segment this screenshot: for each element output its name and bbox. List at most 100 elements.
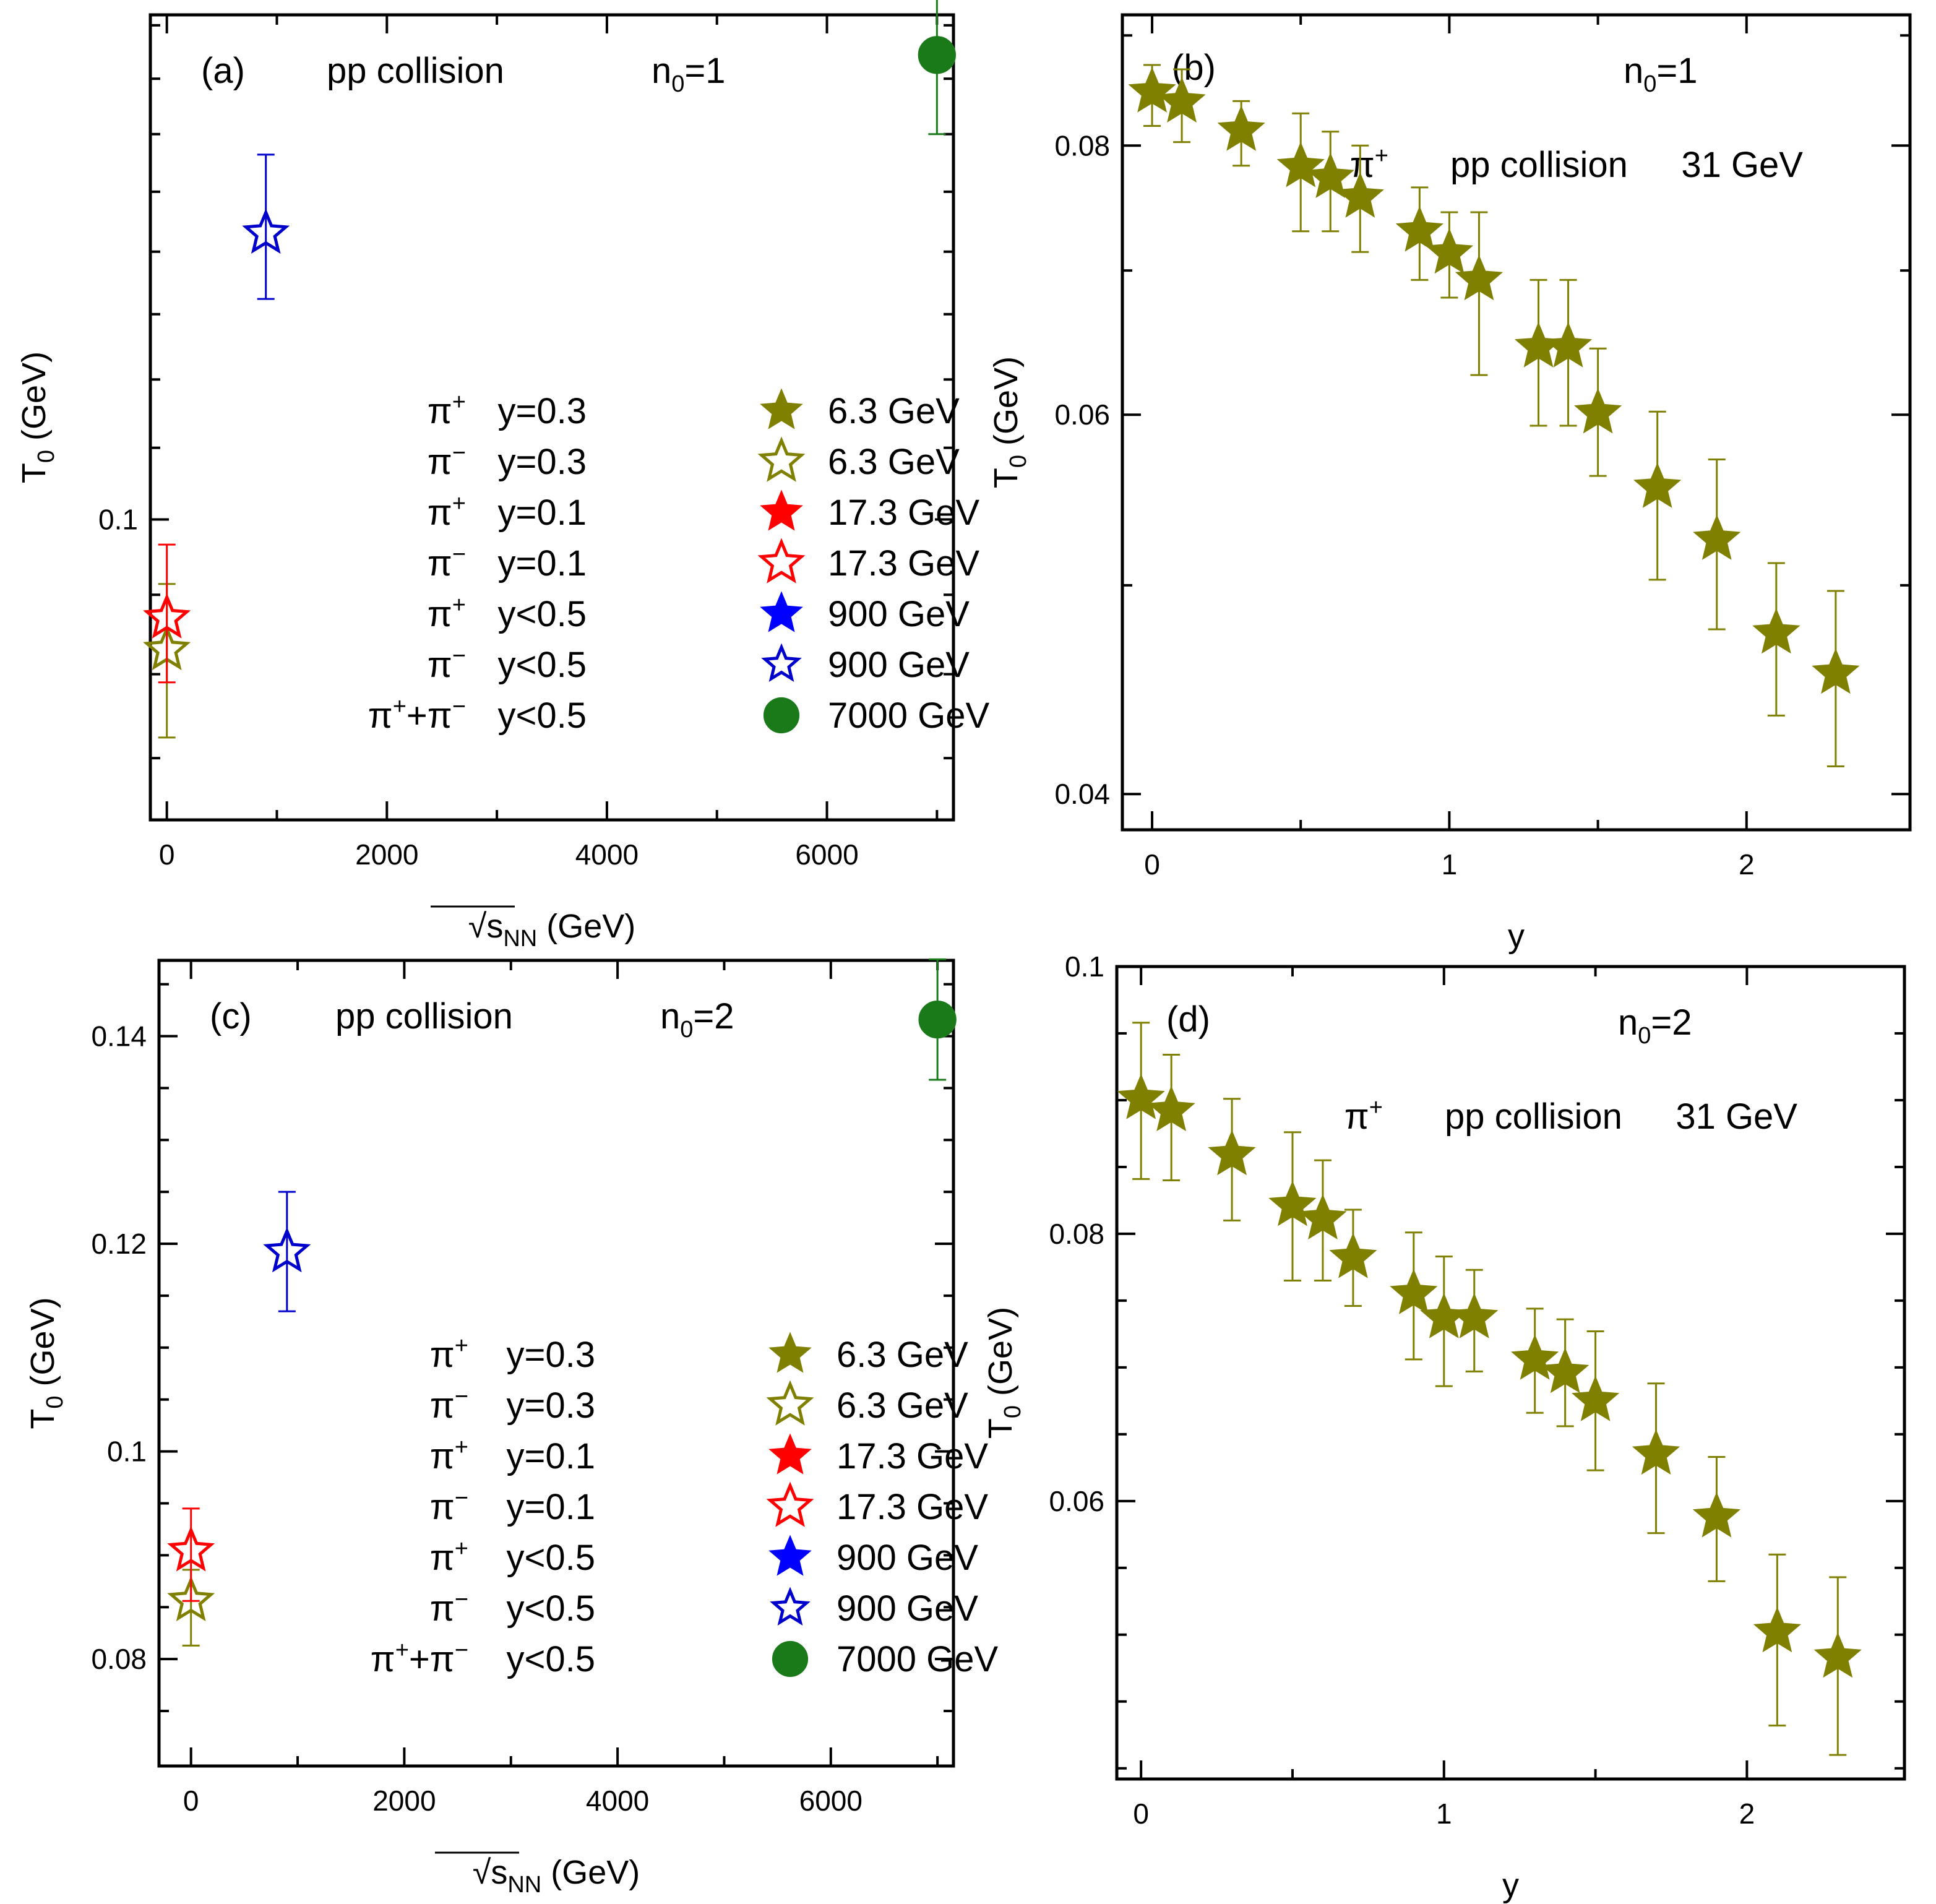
x-tick-label: 2000 [372,1785,436,1817]
data-point [1306,131,1354,233]
legend-particle-sup: + [455,1536,468,1562]
panel-label: (a) [201,51,245,91]
data-point [1450,1269,1499,1372]
plot-frame [1121,13,1912,832]
legend-marker [768,1433,812,1475]
legend-particle-sup: + [455,1434,468,1460]
y-axis-unit: (GeV) [15,351,53,450]
y-tick-label: 0.1 [1065,950,1104,983]
legend-particle: π++π− [371,1637,468,1679]
legend-energy: 900 GeV [828,594,970,634]
x-tick-label: 0 [159,838,175,871]
n0-sub: 0 [671,71,684,97]
n0-var: n [652,51,671,91]
legend-rapidity: y<0.5 [507,1538,596,1578]
energy-label: 31 GeV [1681,145,1803,185]
legend-particle: π+ [428,592,466,634]
legend-particle: π+ [428,491,466,533]
legend-particle-sup: − [455,1485,468,1511]
legend-rapidity: y=0.1 [507,1487,596,1527]
legend-particle: π− [428,643,466,685]
plot-frame [1115,965,1906,1781]
n0-label: n0=2 [660,996,734,1043]
y-tick-label: 0.06 [1054,398,1110,431]
particle-label: π+ [1344,1095,1383,1137]
point-marker [1329,1233,1377,1278]
legend-item: π+ y=0.1 17.3 GeV [430,1433,988,1476]
x-tick-label: 1 [1442,848,1458,881]
point-marker [1455,254,1504,301]
y-axis-title: T0 (GeV) [15,351,59,483]
legend-particle: π− [430,1485,468,1527]
legend-particle-sup: + [393,694,407,720]
legend-particle-sup: + [452,389,466,415]
legend-energy: 6.3 GeV [837,1335,968,1375]
legend-particle-sup: − [455,1384,468,1410]
legend: π+ y=0.3 6.3 GeV π− y=0.3 6.3 GeV π+ y=0.1 17.3 … [371,1332,999,1679]
x-tick-label: 0 [1133,1798,1149,1830]
x-axis-radical: √ [468,908,487,945]
data-point [263,1191,311,1312]
legend-marker [770,1587,811,1626]
legend-rapidity: y<0.5 [498,696,587,736]
data-point [1572,1330,1620,1471]
n0-label: n0=2 [1618,1002,1692,1049]
legend-item: π++π− y<0.5 7000 GeV [371,1637,999,1679]
y-axis-title: T0 (GeV) [987,356,1031,488]
x-axis-title: √sNN (GeV) [468,908,636,952]
y-tick-label: 0.12 [91,1228,147,1260]
collision-label: pp collision [335,996,513,1036]
legend-item: π+ y<0.5 900 GeV [430,1535,978,1578]
particle-sup: + [1375,143,1388,169]
data-point [242,153,290,300]
legend-item: π++π− y<0.5 7000 GeV [368,694,990,736]
x-tick-label: 6000 [795,838,858,871]
x-axis-unit: (GeV) [537,908,635,945]
legend-particle-sup-2: − [455,1637,468,1663]
legend-particle-sup: − [452,643,466,669]
data-point [1692,1456,1741,1582]
legend-energy: 17.3 GeV [828,493,979,533]
panel-label: (d) [1166,999,1210,1040]
legend-particle-symbol: π [430,1487,455,1527]
legend-energy: 7000 GeV [828,696,990,736]
point-marker [1633,462,1682,508]
panel-label: (b) [1172,48,1216,88]
x-tick-label: 1 [1436,1798,1452,1830]
point-marker [1812,648,1860,694]
data-point [1574,347,1622,477]
legend-particle: π− [428,541,466,584]
legend-item: π+ y=0.3 6.3 GeV [430,1332,968,1375]
y-tick-label: 0.14 [91,1020,147,1052]
x-tick-label: 4000 [575,838,639,871]
plot-frame [157,958,955,1768]
data-point [1425,211,1474,299]
legend-particle-symbol: π [428,543,452,584]
y-axis-var: T [982,1418,1019,1439]
legend-energy: 7000 GeV [837,1639,999,1679]
data-point [1158,68,1206,144]
data-point [1336,144,1384,253]
point-marker [1158,77,1206,123]
point-marker [1692,1492,1741,1538]
legend-particle-sup: − [452,440,466,466]
point-marker [1208,1129,1256,1176]
legend-marker [766,1380,814,1426]
legend-particle-sup: − [455,1587,468,1613]
legend-item: π− y=0.3 6.3 GeV [430,1380,968,1426]
n0-value: =2 [1651,1002,1692,1043]
legend-particle: π+ [428,389,466,431]
n0-sub: 0 [1638,1023,1651,1049]
point-marker [1450,1293,1499,1338]
y-axis-unit: (GeV) [987,356,1025,455]
x-axis-sub: NN [507,1872,541,1898]
legend-particle: π++π− [368,694,466,736]
data-point [1541,1318,1590,1428]
n0-var: n [660,996,680,1036]
data-point [1299,1159,1347,1282]
legend-particle-symbol: π [430,1538,455,1578]
particle-symbol: π [1344,1096,1369,1137]
legend-item: π− y<0.5 900 GeV [428,643,970,685]
